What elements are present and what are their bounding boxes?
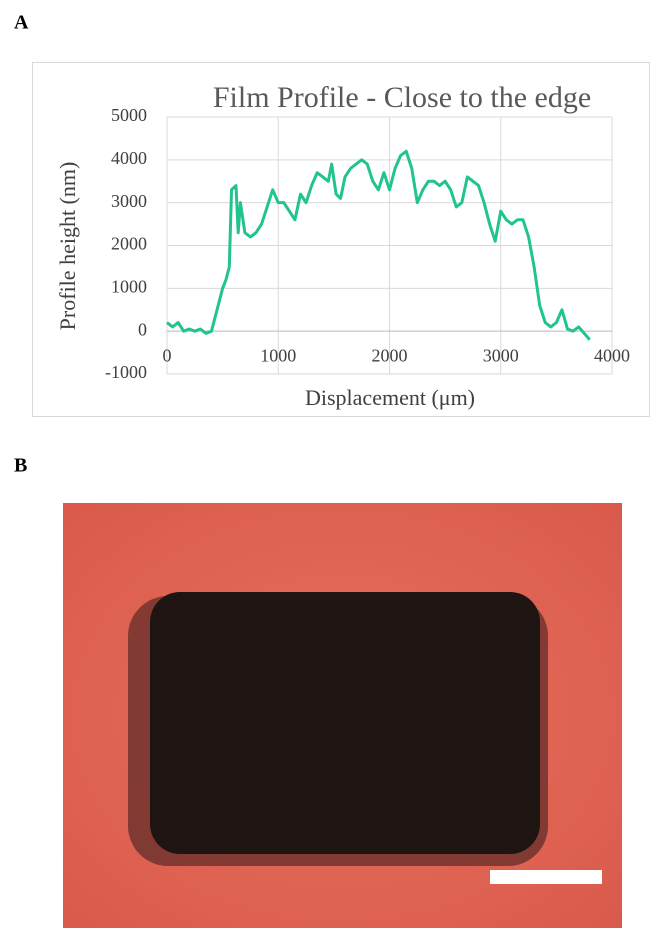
x-tick-label: 4000 bbox=[594, 345, 630, 365]
film bbox=[150, 592, 540, 854]
y-tick-label: 0 bbox=[138, 319, 147, 339]
y-tick-label: 2000 bbox=[111, 234, 147, 254]
x-tick-label: 3000 bbox=[483, 345, 519, 365]
chart-title: Film Profile - Close to the edge bbox=[213, 81, 591, 114]
y-tick-label: 4000 bbox=[111, 148, 147, 168]
y-axis-label: Profile height (nm) bbox=[55, 162, 80, 331]
x-tick-label: 0 bbox=[163, 345, 172, 365]
y-tick-label: 5000 bbox=[111, 105, 147, 125]
panel-label: B bbox=[14, 455, 27, 477]
panel-label: A bbox=[14, 12, 29, 34]
data-line bbox=[166, 149, 591, 341]
y-tick-label: 3000 bbox=[111, 191, 147, 211]
x-tick-label: 1000 bbox=[260, 345, 296, 365]
photo bbox=[63, 503, 622, 928]
y-tick-label: -1000 bbox=[105, 362, 147, 382]
x-axis-label: Displacement (μm) bbox=[305, 385, 475, 410]
chart-frame bbox=[32, 62, 650, 417]
x-tick-label: 2000 bbox=[372, 345, 408, 365]
y-tick-label: 1000 bbox=[111, 276, 147, 296]
scale-bar bbox=[490, 870, 602, 884]
